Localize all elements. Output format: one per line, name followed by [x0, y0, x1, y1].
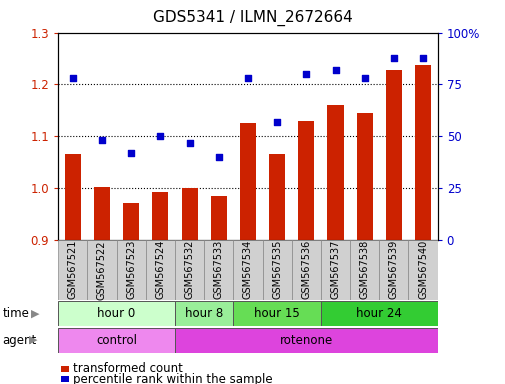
- Text: rotenone: rotenone: [279, 334, 332, 346]
- Text: GSM567538: GSM567538: [359, 240, 369, 300]
- Text: GSM567534: GSM567534: [242, 240, 252, 300]
- Text: control: control: [96, 334, 137, 346]
- Text: time: time: [3, 308, 29, 320]
- Text: GSM567536: GSM567536: [301, 240, 311, 300]
- Text: ▶: ▶: [29, 335, 38, 345]
- Bar: [152, 192, 168, 240]
- Text: GSM567540: GSM567540: [417, 240, 427, 300]
- Text: agent: agent: [3, 334, 37, 346]
- Bar: [262, 240, 291, 300]
- Bar: [58, 301, 175, 326]
- Point: [185, 139, 193, 146]
- Text: GSM567523: GSM567523: [126, 240, 136, 300]
- Point: [243, 75, 251, 81]
- Text: hour 15: hour 15: [254, 308, 299, 320]
- Point: [389, 55, 397, 61]
- Point: [301, 71, 310, 77]
- Bar: [291, 240, 320, 300]
- Text: percentile rank within the sample: percentile rank within the sample: [73, 372, 273, 384]
- Bar: [385, 70, 401, 240]
- Bar: [298, 121, 314, 240]
- Bar: [233, 301, 320, 326]
- Point: [331, 67, 339, 73]
- Bar: [145, 240, 175, 300]
- Bar: [327, 105, 343, 240]
- Bar: [414, 65, 430, 240]
- Text: GSM567521: GSM567521: [68, 240, 78, 300]
- Text: GSM567532: GSM567532: [184, 240, 194, 300]
- Text: hour 24: hour 24: [356, 308, 401, 320]
- Bar: [58, 240, 87, 300]
- Bar: [320, 240, 349, 300]
- Bar: [320, 301, 437, 326]
- Text: GDS5341 / ILMN_2672664: GDS5341 / ILMN_2672664: [153, 10, 352, 26]
- Bar: [233, 240, 262, 300]
- Text: transformed count: transformed count: [73, 362, 183, 375]
- Text: GSM567533: GSM567533: [213, 240, 223, 300]
- Bar: [87, 240, 116, 300]
- Bar: [175, 240, 204, 300]
- Text: GSM567522: GSM567522: [97, 240, 107, 300]
- Bar: [116, 240, 145, 300]
- Bar: [349, 240, 379, 300]
- Point: [214, 154, 222, 160]
- Text: hour 8: hour 8: [185, 308, 223, 320]
- Point: [127, 150, 135, 156]
- Bar: [58, 328, 175, 353]
- Point: [69, 75, 77, 81]
- Bar: [239, 123, 256, 240]
- Text: ▶: ▶: [31, 309, 40, 319]
- Text: GSM567537: GSM567537: [330, 240, 340, 300]
- Point: [360, 75, 368, 81]
- Bar: [175, 301, 233, 326]
- Point: [156, 133, 164, 139]
- Bar: [94, 187, 110, 240]
- Text: GSM567535: GSM567535: [272, 240, 282, 300]
- Bar: [65, 154, 81, 240]
- Bar: [204, 240, 233, 300]
- Bar: [379, 240, 408, 300]
- Text: hour 0: hour 0: [97, 308, 135, 320]
- Point: [98, 137, 106, 144]
- Bar: [181, 188, 197, 240]
- Bar: [175, 328, 437, 353]
- Text: GSM567524: GSM567524: [155, 240, 165, 300]
- Bar: [408, 240, 437, 300]
- Text: GSM567539: GSM567539: [388, 240, 398, 300]
- Point: [273, 119, 281, 125]
- Bar: [356, 113, 372, 240]
- Point: [418, 55, 426, 61]
- Bar: [210, 197, 226, 240]
- Bar: [123, 203, 139, 240]
- Bar: [269, 154, 285, 240]
